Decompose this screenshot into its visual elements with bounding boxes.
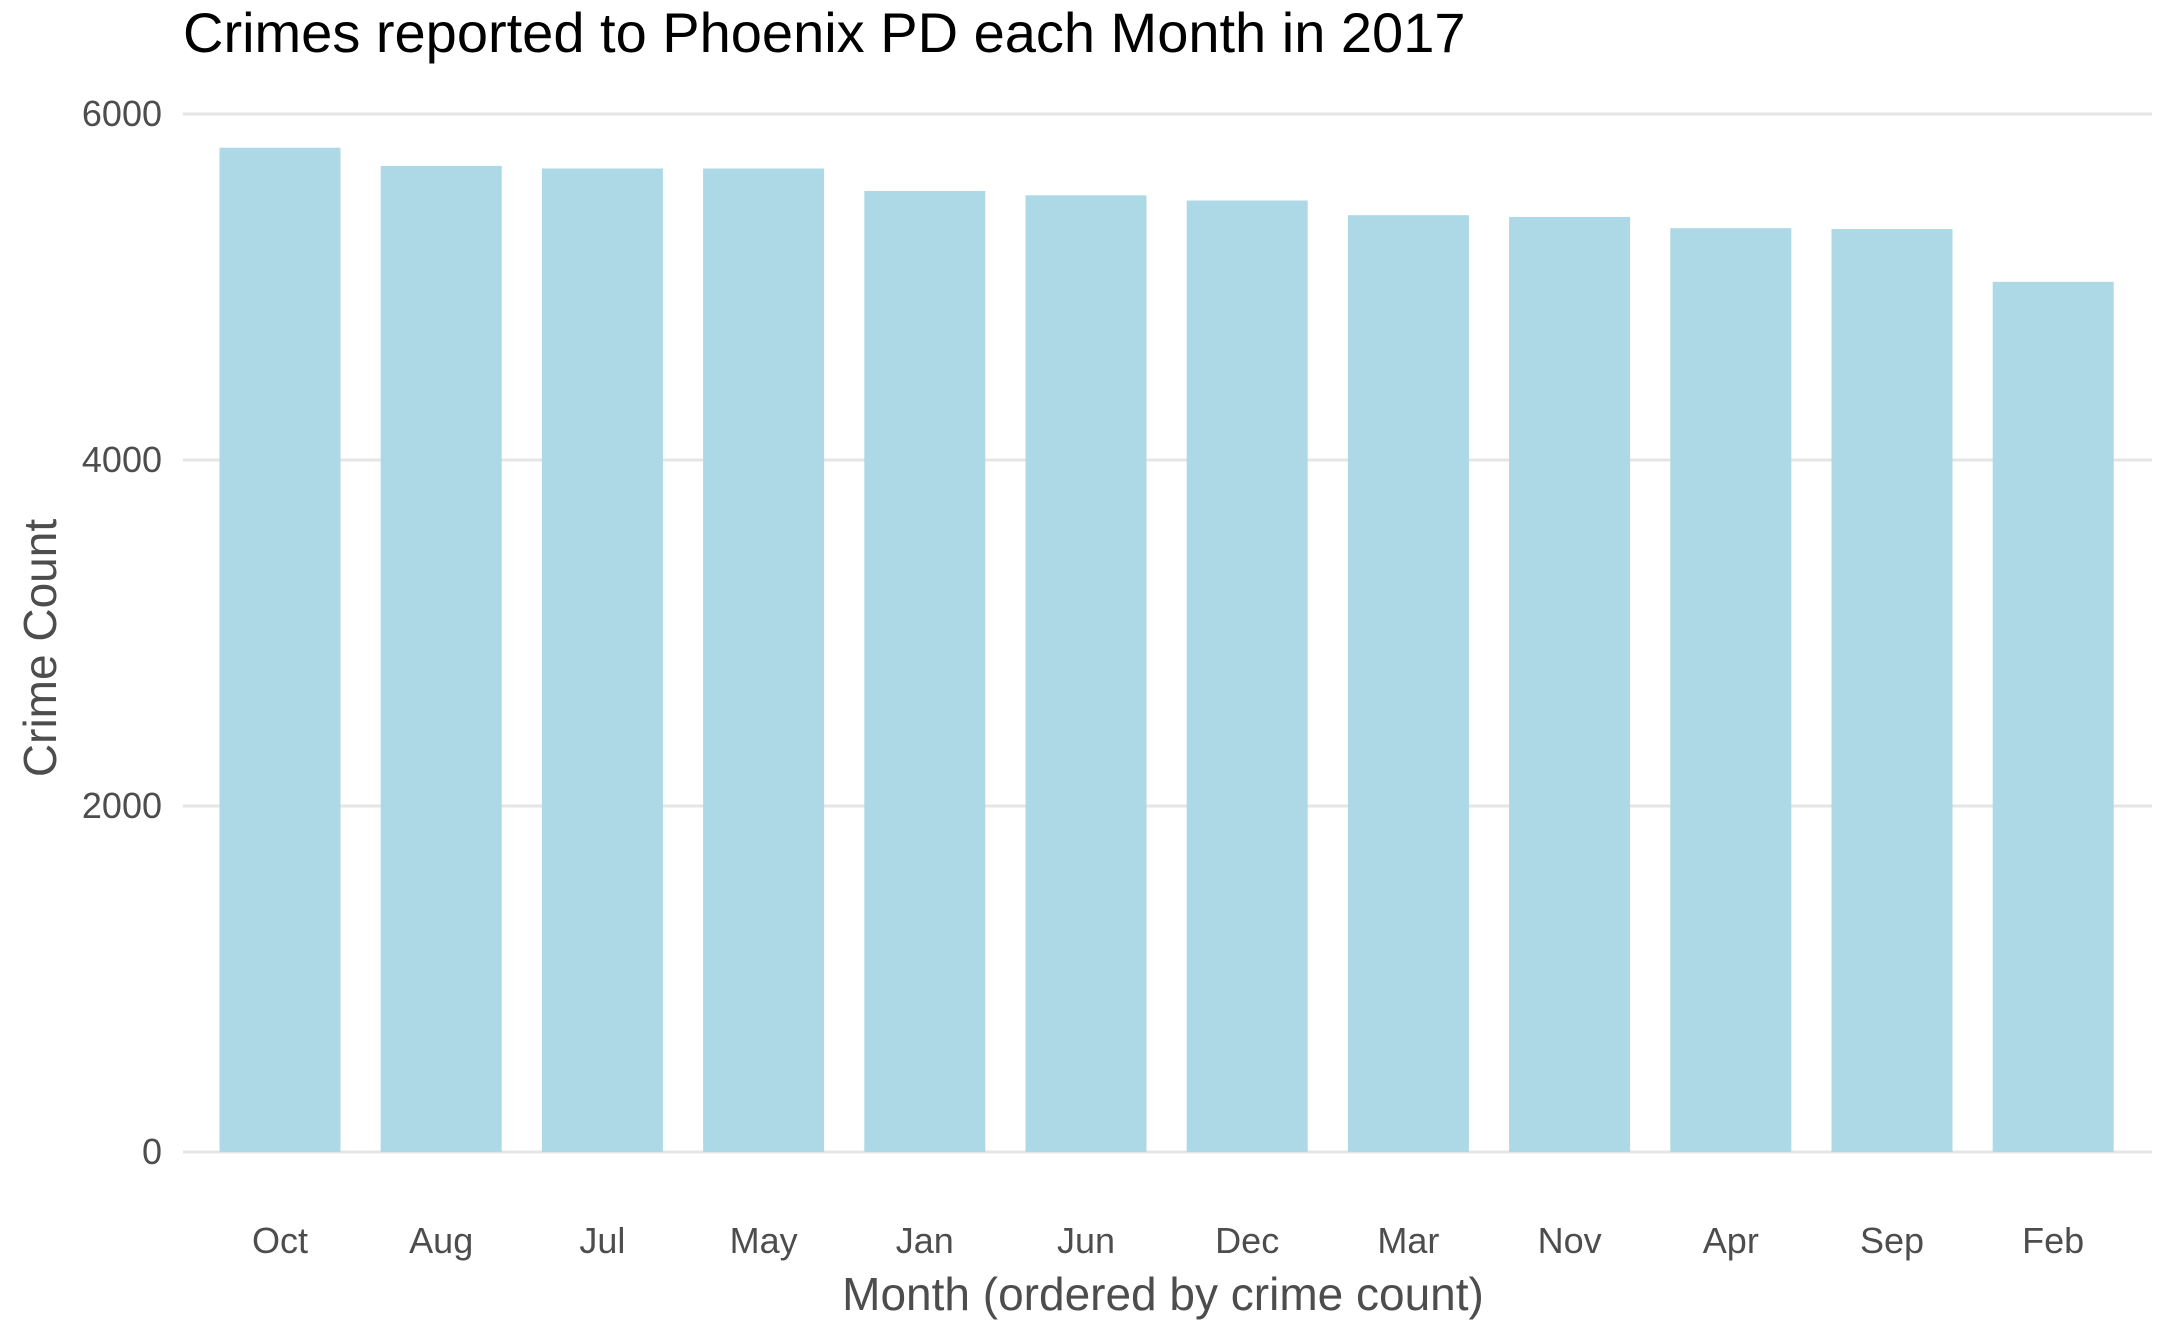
bar-oct: [219, 147, 341, 1153]
x-tick-label-feb: Feb: [2022, 1220, 2084, 1261]
y-gridlines: [183, 112, 2152, 1154]
bar-may: [703, 168, 825, 1152]
x-tick-label-sep: Sep: [1860, 1220, 1924, 1261]
y-tick-labels: 0 2000 4000 6000: [82, 93, 162, 1172]
y-axis-title: Crime Count: [14, 519, 66, 777]
x-tick-label-apr: Apr: [1703, 1220, 1759, 1261]
x-tick-label-jul: Jul: [579, 1220, 625, 1261]
bar-jan: [864, 190, 986, 1153]
x-tick-label-dec: Dec: [1215, 1220, 1279, 1261]
x-tick-label-oct: Oct: [252, 1220, 308, 1261]
x-tick-label-aug: Aug: [409, 1220, 473, 1261]
bar-jul: [541, 168, 663, 1152]
x-tick-label-may: May: [730, 1220, 798, 1261]
bar-dec: [1186, 200, 1308, 1152]
chart-title: Crimes reported to Phoenix PD each Month…: [183, 1, 1465, 64]
bar-feb: [1992, 281, 2114, 1152]
bar-sep: [1831, 229, 1953, 1153]
y-tick-label: 0: [142, 1131, 162, 1172]
bar-apr: [1670, 228, 1792, 1152]
x-tick-labels: Oct Aug Jul May Jan Jun Dec Mar Nov Apr Sep Feb: [252, 1220, 2084, 1261]
x-tick-label-jan: Jan: [896, 1220, 954, 1261]
x-axis-title: Month (ordered by crime count): [842, 1268, 1484, 1320]
y-tick-label: 6000: [82, 93, 162, 134]
x-tick-label-mar: Mar: [1377, 1220, 1439, 1261]
y-tick-label: 2000: [82, 785, 162, 826]
bars: [219, 147, 2114, 1153]
y-tick-label: 4000: [82, 439, 162, 480]
bar-mar: [1347, 215, 1469, 1152]
x-tick-label-jun: Jun: [1057, 1220, 1115, 1261]
x-tick-label-nov: Nov: [1538, 1220, 1602, 1261]
bar-nov: [1509, 216, 1631, 1152]
bar-aug: [380, 165, 502, 1152]
bar-jun: [1025, 195, 1147, 1152]
